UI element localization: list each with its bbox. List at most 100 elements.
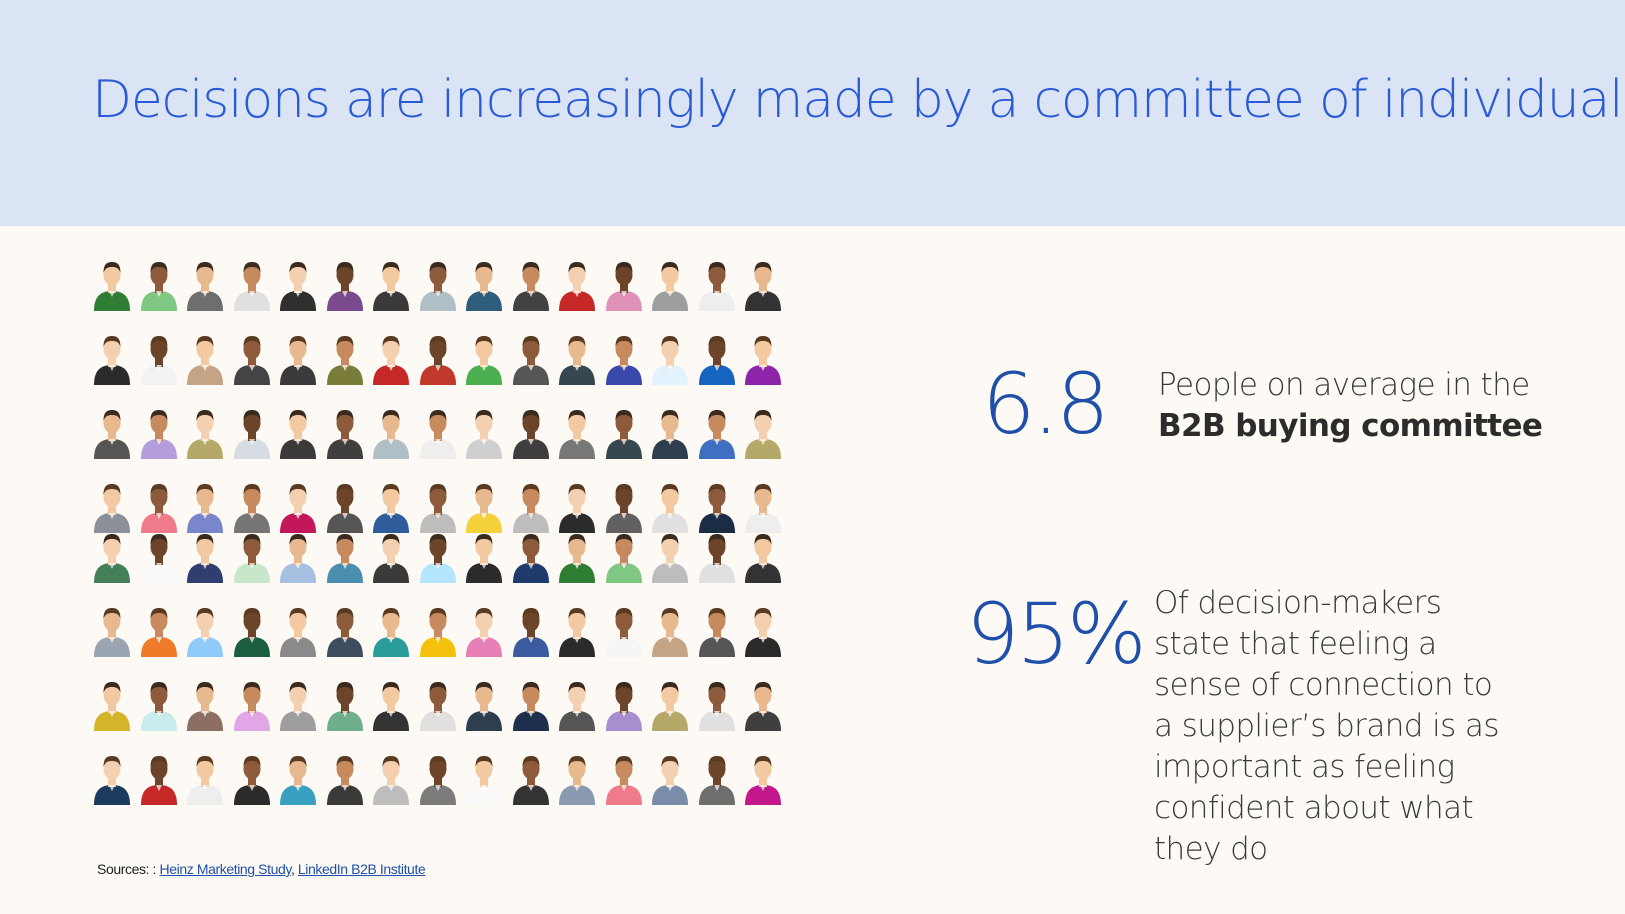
person-avatar-icon <box>697 255 737 311</box>
person-avatar-icon <box>464 477 504 533</box>
person-avatar-icon <box>697 749 737 805</box>
person-avatar-icon <box>278 749 318 805</box>
person-avatar-icon <box>557 675 597 731</box>
person-avatar-icon <box>464 329 504 385</box>
person-avatar-icon <box>232 329 272 385</box>
person-avatar-icon <box>418 601 458 657</box>
person-avatar-icon <box>418 255 458 311</box>
person-avatar-icon <box>371 601 411 657</box>
person-avatar-icon <box>604 527 644 583</box>
person-avatar-icon <box>464 255 504 311</box>
person-avatar-icon <box>650 601 690 657</box>
person-avatar-icon <box>604 601 644 657</box>
person-avatar-icon <box>697 477 737 533</box>
stat-connection-text: Of decision-makers state that feeling a … <box>1154 585 1499 867</box>
person-avatar-icon <box>92 329 132 385</box>
person-avatar-icon <box>557 329 597 385</box>
source-link-linkedin[interactable]: LinkedIn B2B Institute <box>297 861 426 877</box>
person-avatar-icon <box>743 675 783 731</box>
person-avatar-icon <box>511 527 551 583</box>
person-avatar-icon <box>464 749 504 805</box>
stat-committee-size-text: People on average in the B2B buying comm… <box>1158 365 1558 447</box>
person-avatar-icon <box>139 329 179 385</box>
person-avatar-icon <box>371 527 411 583</box>
person-avatar-icon <box>278 675 318 731</box>
person-avatar-icon <box>325 601 365 657</box>
person-avatar-icon <box>464 403 504 459</box>
person-avatar-icon <box>557 527 597 583</box>
person-avatar-icon <box>325 329 365 385</box>
person-avatar-icon <box>185 527 225 583</box>
person-avatar-icon <box>697 675 737 731</box>
person-avatar-icon <box>557 477 597 533</box>
person-avatar-icon <box>92 527 132 583</box>
person-avatar-icon <box>371 477 411 533</box>
person-avatar-icon <box>464 527 504 583</box>
person-avatar-icon <box>604 749 644 805</box>
person-avatar-icon <box>604 329 644 385</box>
stat-committee-size-number: 6.8 <box>982 355 1110 453</box>
person-avatar-icon <box>511 601 551 657</box>
person-avatar-icon <box>185 477 225 533</box>
stat-committee-size-bold: B2B buying committee <box>1158 408 1543 444</box>
stat-connection-number: 95% <box>966 585 1147 683</box>
sources-prefix: Sources: : <box>97 861 160 877</box>
person-avatar-icon <box>325 403 365 459</box>
person-avatar-icon <box>325 749 365 805</box>
person-avatar-icon <box>232 675 272 731</box>
person-avatar-icon <box>697 527 737 583</box>
person-avatar-icon <box>139 749 179 805</box>
person-avatar-icon <box>232 255 272 311</box>
person-avatar-icon <box>604 255 644 311</box>
person-avatar-icon <box>232 527 272 583</box>
sources-footnote: Sources: : Heinz Marketing Study, Linked… <box>97 860 437 879</box>
person-avatar-icon <box>418 527 458 583</box>
person-avatar-icon <box>325 477 365 533</box>
person-avatar-icon <box>418 403 458 459</box>
person-avatar-icon <box>650 675 690 731</box>
person-avatar-icon <box>92 675 132 731</box>
person-avatar-icon <box>697 403 737 459</box>
person-avatar-icon <box>697 329 737 385</box>
source-link-heinz[interactable]: Heinz Marketing Study <box>159 861 292 877</box>
person-avatar-icon <box>511 403 551 459</box>
person-avatar-icon <box>325 527 365 583</box>
person-avatar-icon <box>650 255 690 311</box>
person-avatar-icon <box>92 749 132 805</box>
person-avatar-icon <box>557 403 597 459</box>
person-avatar-icon <box>139 675 179 731</box>
person-avatar-icon <box>511 329 551 385</box>
person-avatar-icon <box>650 329 690 385</box>
person-avatar-icon <box>371 749 411 805</box>
person-avatar-icon <box>511 255 551 311</box>
person-avatar-icon <box>232 477 272 533</box>
person-avatar-icon <box>557 601 597 657</box>
person-avatar-icon <box>92 601 132 657</box>
person-avatar-icon <box>743 255 783 311</box>
person-avatar-icon <box>743 477 783 533</box>
person-avatar-icon <box>139 527 179 583</box>
person-avatar-icon <box>92 403 132 459</box>
person-avatar-icon <box>418 477 458 533</box>
person-avatar-icon <box>743 403 783 459</box>
person-avatar-icon <box>232 601 272 657</box>
person-avatar-icon <box>371 403 411 459</box>
person-avatar-icon <box>604 477 644 533</box>
person-avatar-icon <box>650 527 690 583</box>
person-avatar-icon <box>185 675 225 731</box>
person-avatar-icon <box>278 329 318 385</box>
person-avatar-icon <box>604 675 644 731</box>
person-avatar-icon <box>604 403 644 459</box>
stat-committee-size-line1: People on average in the <box>1158 367 1530 403</box>
person-avatar-icon <box>325 675 365 731</box>
person-avatar-icon <box>650 477 690 533</box>
person-avatar-icon <box>232 403 272 459</box>
person-avatar-icon <box>92 477 132 533</box>
person-avatar-icon <box>185 403 225 459</box>
person-avatar-icon <box>325 255 365 311</box>
person-avatar-icon <box>650 403 690 459</box>
person-avatar-icon <box>278 255 318 311</box>
person-avatar-icon <box>418 749 458 805</box>
header-banner: Decisions are increasingly made by a com… <box>0 0 1625 226</box>
person-avatar-icon <box>371 329 411 385</box>
